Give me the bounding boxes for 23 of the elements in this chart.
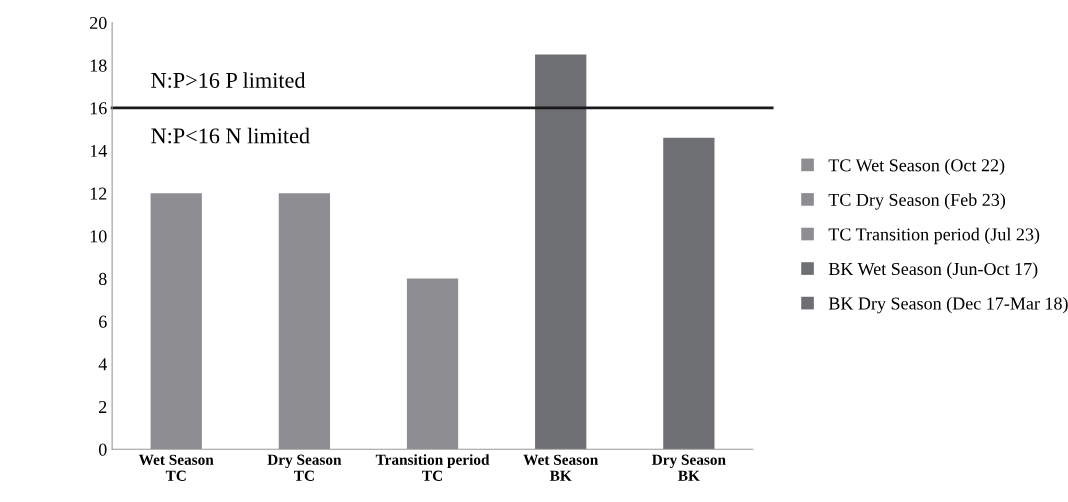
legend-label: TC Wet Season (Oct 22) bbox=[828, 158, 1005, 176]
legend-label: BK Wet Season (Jun-Oct 17) bbox=[828, 262, 1038, 279]
x-tick-label: Wet Season BK bbox=[523, 454, 599, 481]
x-tick-label: Dry Season TC bbox=[267, 454, 342, 481]
legend-label: TC Dry Season (Feb 23) bbox=[828, 193, 1006, 210]
annotation: N:P<16 N limited bbox=[151, 127, 310, 144]
y-tick-label: 8 bbox=[98, 272, 107, 286]
y-tick-label: 2 bbox=[99, 400, 107, 413]
y-tick-label: 16 bbox=[90, 102, 107, 115]
y-tick-label: 4 bbox=[98, 358, 107, 371]
y-tick-label: 18 bbox=[90, 59, 107, 72]
legend-label: BK Dry Season (Dec 17-Mar 18) bbox=[828, 296, 1068, 314]
annotation: N:P>16 P limited bbox=[151, 72, 306, 88]
y-tick-label: 12 bbox=[90, 187, 107, 200]
y-tick-label: 10 bbox=[90, 230, 107, 243]
y-tick-label: 20 bbox=[90, 16, 107, 30]
x-tick-label: Wet Season TC bbox=[138, 454, 214, 481]
legend-label: TC Transition period (Jul 23) bbox=[828, 227, 1040, 245]
y-tick-label: 6 bbox=[99, 315, 107, 328]
y-tick-label: 0 bbox=[98, 443, 107, 456]
y-tick-label: 14 bbox=[90, 144, 107, 157]
x-tick-label: Dry Season BK bbox=[651, 454, 726, 481]
x-tick-label: Transition period TC bbox=[375, 454, 490, 481]
